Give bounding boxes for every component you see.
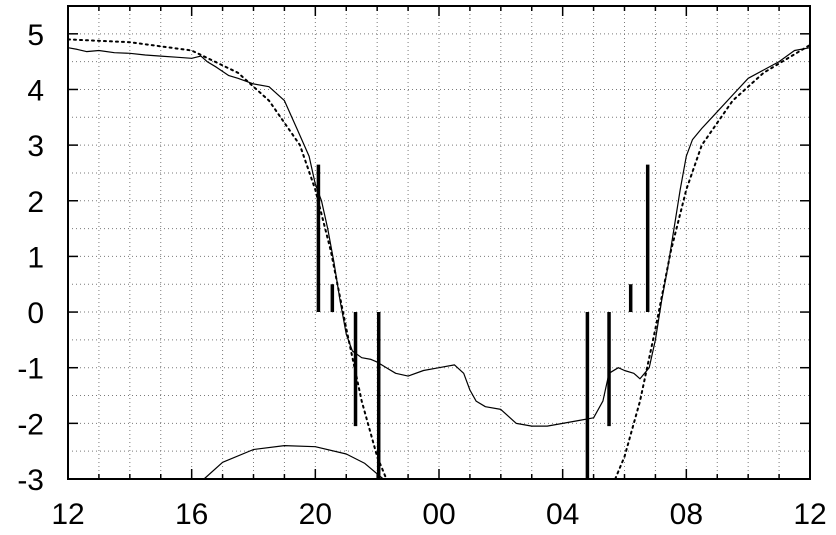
x-tick-label: 20 <box>299 498 332 531</box>
y-tick-label: 1 <box>27 241 44 274</box>
series-line-dotted <box>67 38 811 480</box>
y-tick-label: 5 <box>27 19 44 52</box>
y-tick-label: -1 <box>17 353 44 386</box>
y-tick-labels: -3 -2 -1 0 1 2 3 4 5 <box>17 19 44 497</box>
x-tick-label: 12 <box>51 498 84 531</box>
marker-layer <box>316 164 650 479</box>
tick-marks <box>68 6 810 479</box>
y-tick-label: 2 <box>27 186 44 219</box>
x-tick-label: 00 <box>422 498 455 531</box>
y-tick-label: -2 <box>17 408 44 441</box>
series-layer <box>67 38 811 480</box>
y-tick-label: 3 <box>27 130 44 163</box>
y-tick-label: -3 <box>17 464 44 497</box>
x-tick-labels: 12 16 20 00 04 08 12 <box>51 498 826 531</box>
x-tick-label: 08 <box>670 498 703 531</box>
y-tick-label: 0 <box>27 297 44 330</box>
series-line-arc <box>203 445 384 480</box>
x-tick-label: 16 <box>175 498 208 531</box>
grid <box>68 6 810 479</box>
x-tick-label: 04 <box>546 498 579 531</box>
series-line-solid-thin <box>67 47 811 427</box>
y-tick-label: 4 <box>27 74 44 107</box>
x-tick-label: 12 <box>793 498 826 531</box>
